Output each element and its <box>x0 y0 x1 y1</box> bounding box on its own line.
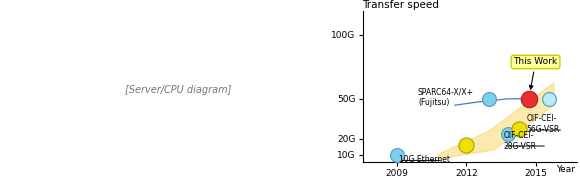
Text: OIF-CEI-
56G-VSR: OIF-CEI- 56G-VSR <box>526 114 560 134</box>
Point <box>503 132 513 135</box>
Text: SPARC64-X/X+
(Fujitsu): SPARC64-X/X+ (Fujitsu) <box>418 87 474 107</box>
Text: Year: Year <box>556 165 575 174</box>
Point <box>485 97 494 100</box>
Point <box>462 144 471 147</box>
Point <box>393 153 402 156</box>
Text: OIF-CEI-
28G-VSR: OIF-CEI- 28G-VSR <box>503 131 536 151</box>
Text: Transfer speed: Transfer speed <box>362 0 440 10</box>
Polygon shape <box>438 83 554 159</box>
Point <box>545 97 554 100</box>
Point <box>515 128 524 131</box>
Text: 10G Ethernet: 10G Ethernet <box>400 155 451 164</box>
Text: [Server/CPU diagram]: [Server/CPU diagram] <box>125 85 231 95</box>
Point <box>524 97 533 100</box>
Text: This Work: This Work <box>513 57 557 89</box>
